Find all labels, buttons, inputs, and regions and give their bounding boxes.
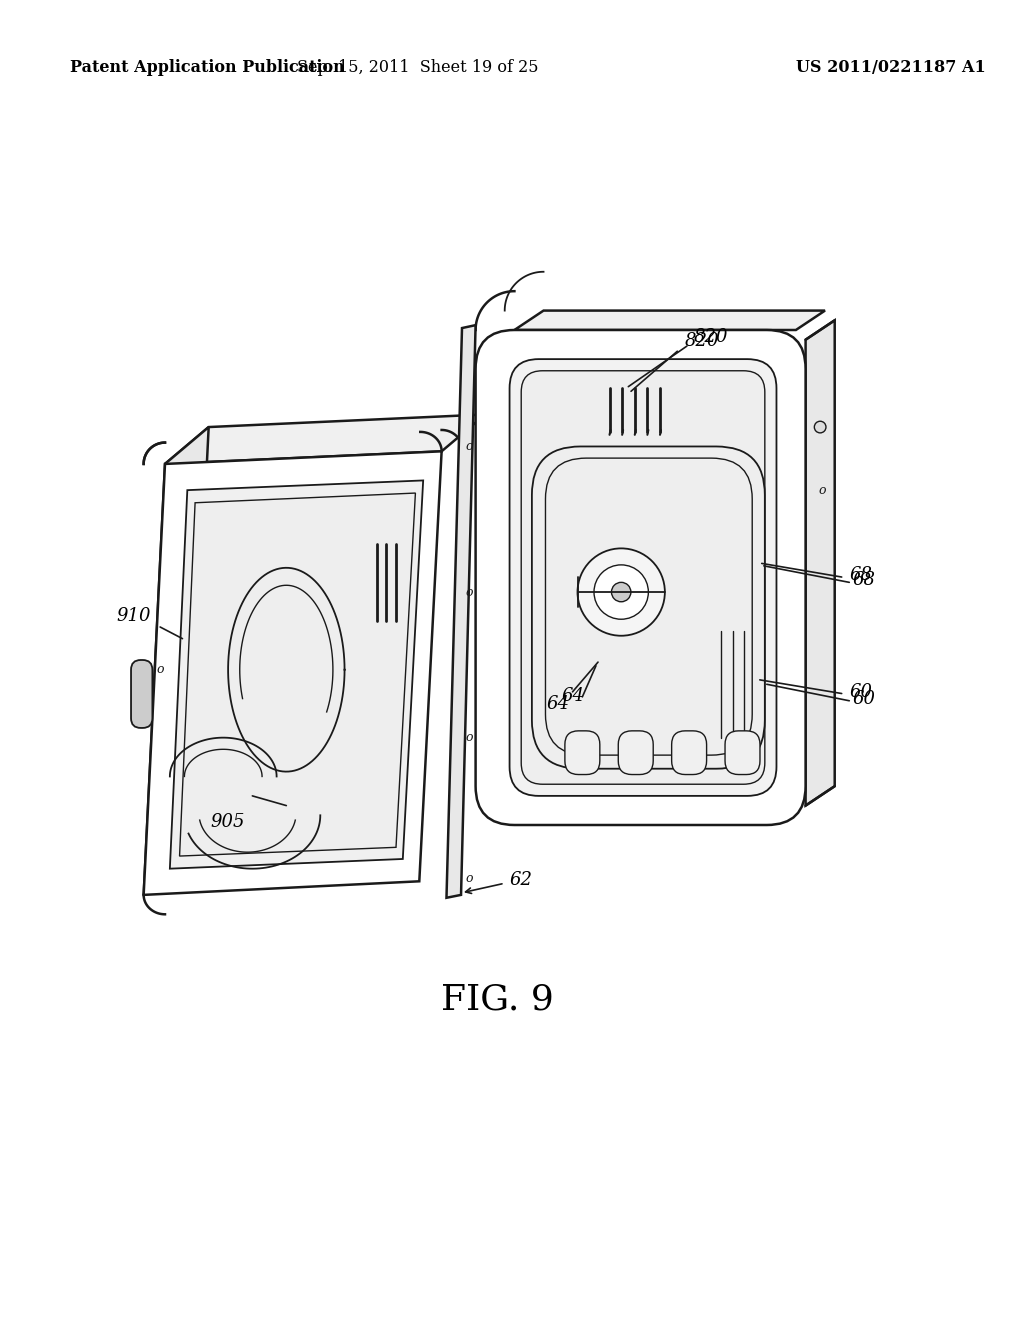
Text: o: o: [465, 586, 472, 598]
Text: US 2011/0221187 A1: US 2011/0221187 A1: [796, 59, 986, 77]
Polygon shape: [446, 325, 475, 898]
Text: 905: 905: [211, 813, 246, 832]
Text: 60: 60: [852, 689, 876, 708]
Circle shape: [814, 421, 826, 433]
Text: Sep. 15, 2011  Sheet 19 of 25: Sep. 15, 2011 Sheet 19 of 25: [297, 59, 538, 77]
FancyBboxPatch shape: [510, 359, 776, 796]
Text: o: o: [465, 440, 472, 453]
Polygon shape: [143, 428, 209, 895]
Text: o: o: [465, 731, 472, 744]
Text: 820: 820: [684, 333, 719, 351]
Polygon shape: [806, 321, 835, 805]
FancyBboxPatch shape: [131, 660, 153, 727]
Polygon shape: [514, 310, 825, 330]
Polygon shape: [179, 494, 416, 857]
Polygon shape: [143, 451, 441, 895]
FancyBboxPatch shape: [565, 731, 600, 775]
Text: FIG. 9: FIG. 9: [440, 982, 553, 1016]
Text: 910: 910: [117, 607, 151, 626]
Text: o: o: [465, 873, 472, 884]
FancyBboxPatch shape: [521, 371, 765, 784]
Text: o: o: [818, 483, 825, 496]
FancyBboxPatch shape: [475, 330, 806, 825]
Text: 62: 62: [510, 871, 532, 890]
Text: Patent Application Publication: Patent Application Publication: [70, 59, 345, 77]
Polygon shape: [165, 414, 485, 463]
Text: 820: 820: [694, 327, 728, 346]
Text: o: o: [157, 663, 164, 676]
Text: 60: 60: [849, 682, 872, 701]
Text: 64: 64: [561, 686, 584, 705]
FancyBboxPatch shape: [618, 731, 653, 775]
Text: 64: 64: [547, 694, 569, 713]
Text: 68: 68: [852, 572, 876, 589]
FancyBboxPatch shape: [725, 731, 760, 775]
Circle shape: [611, 582, 631, 602]
FancyBboxPatch shape: [672, 731, 707, 775]
Polygon shape: [170, 480, 423, 869]
Circle shape: [594, 565, 648, 619]
Text: 68: 68: [849, 566, 872, 585]
Circle shape: [578, 548, 665, 636]
